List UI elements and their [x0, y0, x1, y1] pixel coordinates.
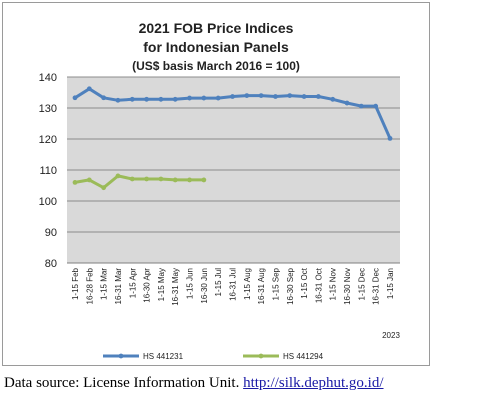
y-tick-label: 140: [39, 72, 57, 84]
data-point: [86, 86, 92, 92]
x-tick-label: 1-15 Mar: [100, 268, 109, 300]
data-point: [86, 177, 92, 183]
legend-label: HS 441294: [283, 352, 324, 361]
y-tick-label: 100: [39, 196, 57, 208]
x-tick-label: 1-15 Nov: [329, 268, 338, 300]
y-tick-label: 90: [45, 227, 57, 239]
legend: HS 441231 HS 441294: [103, 352, 324, 361]
data-point: [129, 176, 135, 182]
data-point: [215, 95, 221, 101]
y-axis-ticks: 80 90 100 110 120 130 140: [39, 72, 57, 270]
series-line-1: [74, 174, 204, 190]
x-tick-label: 1-15 Feb: [71, 267, 80, 300]
data-point: [172, 177, 178, 183]
data-point: [344, 100, 350, 106]
source-note: Data source: License Information Unit. h…: [4, 375, 504, 392]
data-point: [244, 93, 250, 98]
data-point: [172, 96, 178, 102]
x-tick-label: 16-30 Nov: [343, 268, 352, 305]
source-link[interactable]: http://silk.dephut.go.id/: [243, 375, 384, 391]
data-point: [301, 94, 307, 99]
series-layer: [72, 86, 393, 191]
data-point: [358, 103, 364, 109]
x-tick-label: 16-28 Feb: [85, 267, 94, 304]
data-point: [330, 96, 336, 102]
y-tick-label: 110: [39, 165, 57, 177]
y-tick-label: 80: [45, 258, 57, 270]
data-point: [158, 96, 164, 102]
data-point: [144, 96, 149, 102]
data-point: [230, 94, 235, 99]
data-point: [287, 93, 293, 98]
x-tick-label: 1-15 Aug: [243, 268, 252, 300]
data-point: [187, 95, 192, 101]
data-point: [273, 94, 278, 99]
x-tick-label: 1-15 Jun: [186, 268, 195, 299]
source-text: Data source: License Information Unit.: [4, 375, 244, 391]
x-tick-label: 16-30 Jun: [200, 268, 209, 304]
data-point: [115, 97, 121, 103]
x-tick-label: 16-31 Dec: [372, 268, 381, 305]
data-point: [115, 173, 121, 179]
year-label: 2023: [382, 331, 400, 340]
x-tick-label: 16-31 May: [171, 268, 180, 306]
legend-marker: [258, 353, 264, 359]
x-axis-ticks: 1-15 Feb 16-28 Feb 1-15 Mar 16-31 Mar 1-15 A…: [71, 267, 395, 306]
x-tick-label: 16-31 Mar: [114, 268, 123, 305]
data-point: [387, 135, 393, 141]
chart-title: 2021 FOB Price Indices: [138, 20, 294, 36]
x-tick-label: 1-15 Apr: [128, 268, 137, 299]
x-tick-label: 1-15 Jul: [214, 268, 223, 297]
data-point: [101, 95, 107, 101]
gridlines: [67, 76, 400, 233]
data-point: [258, 93, 264, 98]
chart-subtitle: for Indonesian Panels: [143, 39, 289, 55]
data-point: [72, 180, 78, 185]
data-point: [72, 95, 78, 101]
x-tick-label: 1-15 Sep: [271, 267, 280, 300]
x-tick-label: 16-31 Aug: [257, 268, 266, 304]
data-point: [373, 103, 379, 109]
x-tick-label: 16-31 Jul: [229, 268, 238, 301]
data-point: [129, 96, 135, 102]
chart-subtitle-basis: (US$ basis March 2016 = 100): [132, 59, 300, 73]
y-tick-label: 130: [39, 103, 57, 115]
x-tick-label: 1-15 Oct: [300, 267, 309, 298]
x-tick-label: 16-30 Sep: [286, 267, 295, 304]
data-point: [316, 94, 321, 99]
legend-label: HS 441231: [143, 352, 184, 361]
data-point: [201, 177, 207, 183]
legend-marker: [118, 353, 124, 359]
x-tick-label: 1-15 Dec: [357, 268, 366, 300]
data-point: [101, 185, 107, 191]
data-point: [158, 176, 164, 182]
y-tick-label: 120: [39, 134, 57, 146]
data-point: [144, 176, 149, 182]
x-tick-label: 1-15 Jan: [386, 268, 395, 299]
x-tick-label: 16-30 Apr: [143, 268, 152, 303]
chart-title-block: 2021 FOB Price Indices for Indonesian Pa…: [2, 18, 430, 75]
data-point: [187, 177, 192, 183]
x-tick-label: 1-15 May: [157, 268, 166, 301]
data-point: [201, 95, 207, 101]
x-tick-label: 16-31 Oct: [314, 267, 323, 303]
